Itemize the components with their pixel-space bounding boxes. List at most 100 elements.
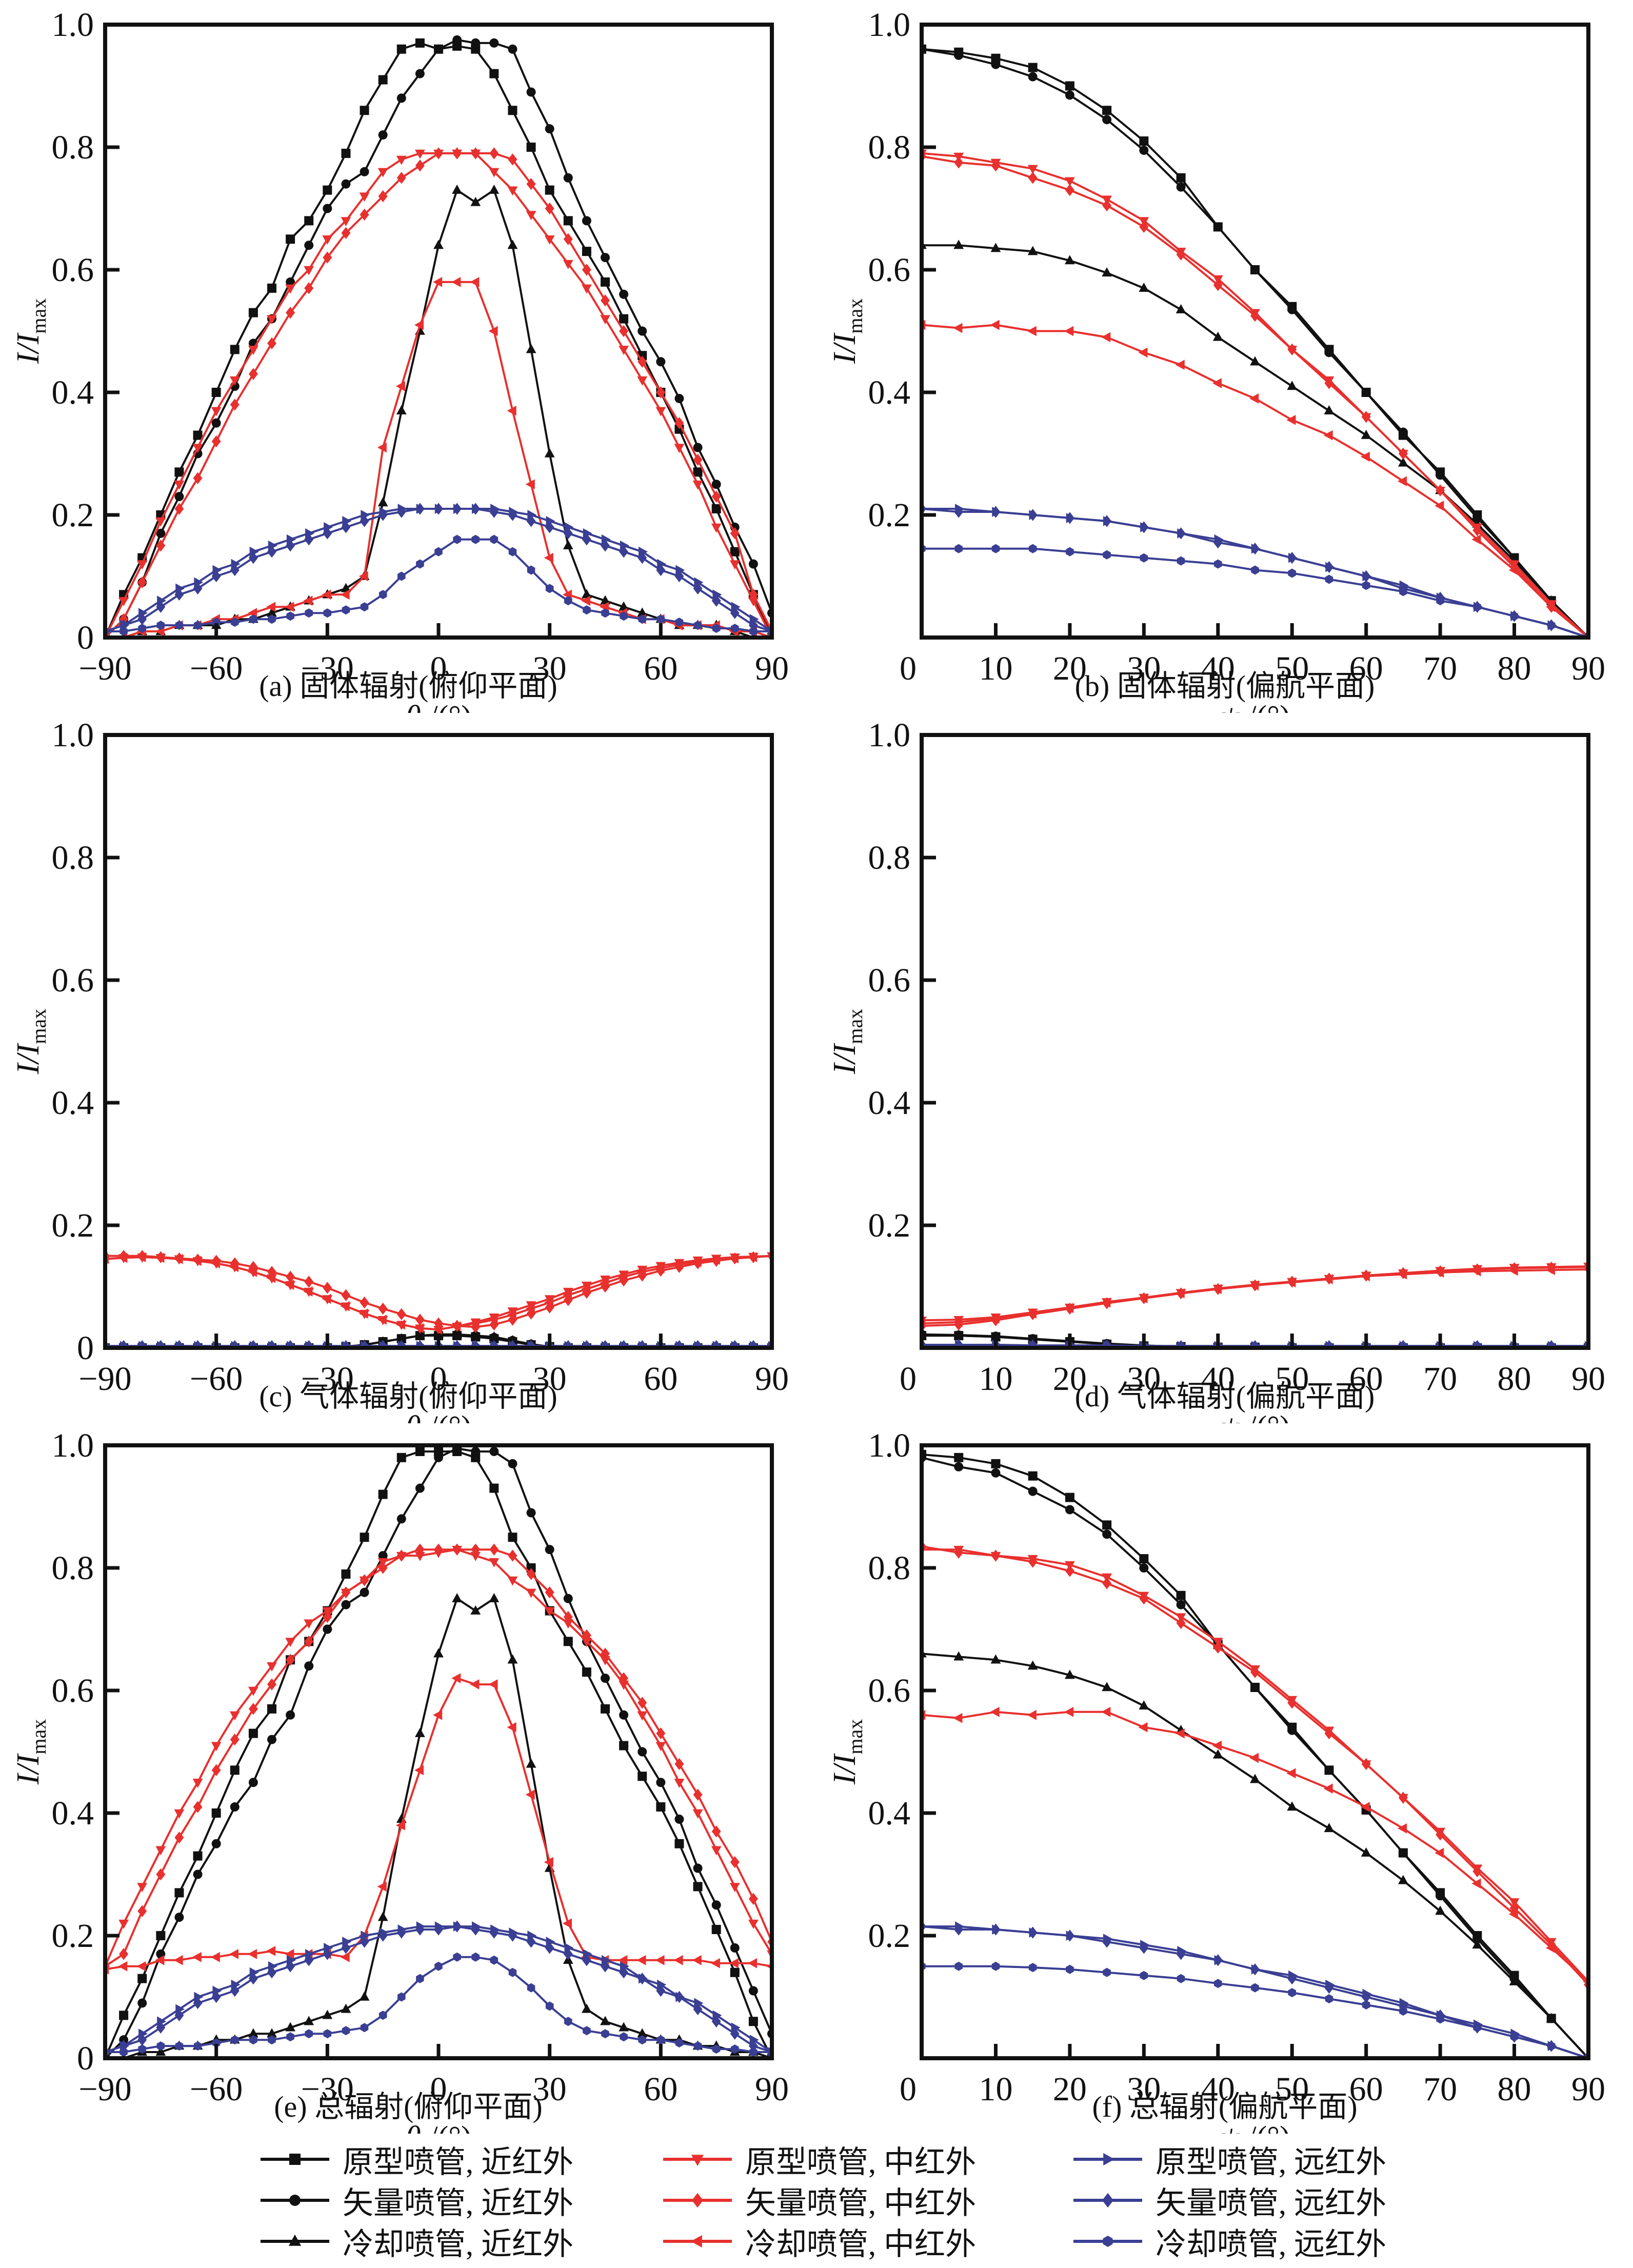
legend-item-vec-nir: 矢量喷管, 近红外 <box>256 2180 573 2221</box>
data-point <box>563 540 573 549</box>
data-point <box>581 2003 592 2013</box>
data-point <box>990 1706 1000 1717</box>
data-point <box>340 1952 350 1962</box>
y-tick-label: 0.8 <box>52 129 94 166</box>
data-point <box>711 594 721 607</box>
series-cool_mir <box>105 1252 772 1335</box>
data-point <box>470 1330 481 1340</box>
data-point <box>748 1919 759 1929</box>
data-point <box>1287 305 1297 314</box>
data-point <box>1065 81 1074 91</box>
data-point <box>286 540 295 552</box>
data-point <box>600 2016 610 2025</box>
data-point <box>451 1321 461 1332</box>
caption-d: (d) 气体辐射(偏航平面) <box>1074 1380 1375 1413</box>
data-point <box>1546 1939 1556 1951</box>
data-point <box>488 1315 498 1325</box>
data-point <box>748 1252 758 1263</box>
data-point <box>674 1814 684 1824</box>
data-point <box>563 260 573 269</box>
x-tick-label: 0 <box>430 1360 447 1398</box>
data-point <box>378 1551 388 1561</box>
data-point <box>453 534 461 544</box>
data-point <box>1139 283 1149 292</box>
data-point <box>1436 2014 1444 2024</box>
data-point <box>323 1624 332 1634</box>
legend-marker <box>289 2154 301 2165</box>
data-point <box>581 595 591 606</box>
data-point <box>415 1543 425 1556</box>
data-point <box>619 289 629 299</box>
data-point <box>507 1722 516 1733</box>
y-tick-label: 0.8 <box>868 839 911 877</box>
series-cool_fir <box>105 534 772 636</box>
data-point <box>452 147 462 160</box>
data-point <box>377 1881 387 1892</box>
data-point <box>211 407 222 416</box>
plot-frame <box>920 23 1590 640</box>
data-point <box>545 1942 554 1954</box>
chart-b: 0.2 0.4 0.6 0.8 1.0 0 10 20 30 40 50 60 70 80 90 I/Imax… <box>827 6 1605 713</box>
series-group <box>922 1449 1588 2058</box>
data-point <box>1175 1288 1185 1299</box>
data-point <box>489 147 499 160</box>
data-point <box>433 1709 443 1720</box>
y-axis-title: I/Imax <box>827 299 867 364</box>
data-point <box>508 547 517 556</box>
data-point <box>1213 1641 1223 1654</box>
data-point <box>1250 1774 1260 1783</box>
data-point <box>452 1543 462 1556</box>
data-point <box>991 1459 1001 1468</box>
x-tick-label: 30 <box>1127 2071 1161 2108</box>
data-point <box>1398 1823 1407 1834</box>
data-point <box>1398 447 1408 460</box>
data-point <box>433 240 444 249</box>
y-tick-label: 1.0 <box>868 1427 911 1464</box>
panel-e: 0 0.2 0.4 0.6 0.8 1.0 −90 −60 −30 0 30 60 90 I/Imax θs… <box>0 1421 816 2134</box>
data-point <box>1323 1274 1333 1285</box>
data-point <box>601 1647 610 1660</box>
series-line-cool_mir <box>922 1268 1588 1325</box>
data-point <box>1028 63 1038 72</box>
data-point <box>638 1747 647 1757</box>
data-point <box>1286 1277 1296 1288</box>
y-tick-label: 0.4 <box>52 1084 94 1122</box>
data-point <box>415 160 425 172</box>
data-point <box>674 1779 685 1788</box>
data-point <box>601 1674 610 1683</box>
data-point <box>1472 524 1482 536</box>
data-point <box>212 618 221 627</box>
data-point <box>1399 2006 1407 2016</box>
plot-frame <box>920 733 1590 1350</box>
data-point <box>582 247 591 256</box>
x-tick-label: −30 <box>301 650 354 687</box>
data-point <box>601 1704 610 1714</box>
y-tick-label: 0.2 <box>52 496 94 534</box>
data-point <box>1471 534 1481 545</box>
data-point <box>248 551 258 564</box>
x-tick-label: 50 <box>1275 2071 1309 2108</box>
data-point <box>285 1638 296 1647</box>
legend-item-vec-fir: 矢量喷管, 远红外 <box>1069 2180 1386 2221</box>
panel-d: 0.2 0.4 0.6 0.8 1.0 0 10 20 30 40 50 60 70 80 90 I/Imax… <box>816 710 1633 1423</box>
data-point <box>655 1742 666 1752</box>
series-line-orig_mir <box>922 1548 1588 1982</box>
series-line-vec_fir <box>105 508 772 632</box>
data-point <box>730 547 740 556</box>
legend-marker <box>1103 2236 1113 2247</box>
data-point <box>1472 513 1482 523</box>
data-point <box>1545 602 1555 612</box>
data-point <box>544 1607 555 1617</box>
data-point <box>748 1893 758 1905</box>
y-axis-title: I/Imax <box>827 1009 867 1075</box>
data-point <box>1361 1847 1371 1857</box>
data-point <box>527 1983 535 1993</box>
data-point <box>489 1331 500 1341</box>
data-point <box>414 1330 425 1340</box>
data-point <box>193 2041 202 2051</box>
data-point <box>414 1323 424 1334</box>
data-point <box>1139 136 1149 146</box>
x-axis-title: θs/(°) <box>405 2120 471 2134</box>
data-point <box>990 1654 1001 1664</box>
x-axis-title: θs/(°) <box>405 700 471 713</box>
